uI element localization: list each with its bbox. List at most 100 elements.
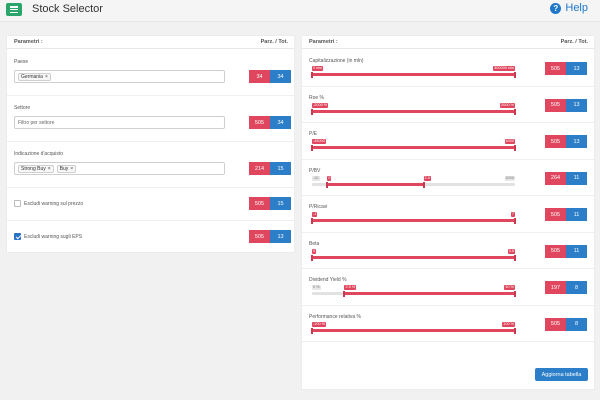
slider-handle-low[interactable] (311, 218, 313, 224)
partial-count: 505 (545, 135, 566, 148)
help-link[interactable]: ? Help (550, 2, 588, 14)
partial-count: 214 (249, 162, 270, 175)
slider-filter-row: Dividend Yield % 0 % 2.5 % 40 % 197 8 (302, 269, 594, 306)
slider-value-label: -10 (312, 175, 320, 181)
escludi-prezzo-checkbox[interactable] (14, 200, 21, 207)
param-header: Parametri : (14, 39, 43, 45)
slider-filter-row: Capitalizzazione (in mln) 0 mln 300000 mln… (302, 50, 594, 87)
partial-count: 197 (545, 281, 566, 294)
count-header: Parz. / Tot. (560, 39, 588, 45)
help-label: Help (565, 2, 588, 14)
filter-label: Dividend Yield % (309, 277, 347, 283)
slider-value-label: 40 % (504, 285, 515, 290)
slider-handle-high[interactable] (514, 291, 516, 297)
filter-counts: 505 13 (249, 230, 291, 243)
slider-handle-low[interactable] (311, 72, 313, 78)
slider-value-label: 0 (327, 175, 332, 181)
remove-tag-icon[interactable]: × (47, 165, 51, 172)
partial-count: 34 (249, 70, 270, 83)
slider-value-label: 0 (312, 248, 317, 254)
total-count: 13 (270, 230, 291, 243)
settore-filter-input[interactable]: Filtro per settore (14, 116, 225, 129)
slider-handle-high[interactable] (514, 254, 516, 261)
slider-handle-low[interactable] (326, 181, 329, 188)
range-slider[interactable]: -1 7 (311, 212, 516, 224)
range-slider[interactable]: -2000 % 2000 % (311, 102, 516, 115)
filter-row-indicazione: Indicazione d'acquisto Strong Buy × Buy … (7, 142, 294, 188)
slider-filter-row: P/Ricavi -1 7 505 11 (302, 196, 594, 233)
slider-value-label: -45000 (312, 139, 326, 144)
left-filter-panel: Parametri : Parz. / Tot. Paese Germania … (6, 35, 295, 253)
top-bar: Stock Selector ? Help (0, 0, 600, 22)
partial-count: 264 (545, 171, 566, 185)
slider-selected-range (312, 255, 515, 259)
slider-handle-high[interactable] (514, 108, 516, 115)
slider-handle-low[interactable] (311, 254, 313, 261)
filter-counts: 505 13 (545, 135, 587, 148)
range-slider[interactable]: -45000 4000 (311, 139, 516, 151)
partial-count: 505 (249, 116, 270, 129)
range-slider[interactable]: 0 % 2.5 % 40 % (312, 285, 516, 297)
range-slider[interactable]: -10 4000 0 2.5 (312, 175, 515, 188)
paese-multiselect[interactable]: Germania × (14, 70, 225, 83)
update-table-button[interactable]: Aggiorna tabella (535, 368, 588, 381)
filter-label: Performance relativa % (309, 313, 361, 320)
filter-counts: 197 8 (545, 281, 587, 294)
total-count: 13 (566, 135, 587, 148)
slider-value-label: 300000 mln (493, 66, 515, 71)
left-panel-header: Parametri : Parz. / Tot. (7, 36, 294, 49)
filter-counts: 34 34 (249, 70, 291, 83)
slider-handle-high[interactable] (514, 218, 516, 224)
selected-tag: Strong Buy × (18, 164, 54, 173)
settore-placeholder: Filtro per settore (18, 119, 55, 126)
total-count: 34 (270, 70, 291, 83)
right-panel-header: Parametri : Parz. / Tot. (302, 36, 594, 49)
slider-handle-low[interactable] (311, 327, 313, 334)
total-count: 34 (270, 116, 291, 129)
slider-handle-high[interactable] (514, 327, 516, 334)
partial-count: 505 (545, 317, 566, 331)
partial-count: 505 (545, 244, 566, 258)
count-header: Parz. / Tot. (260, 39, 288, 45)
total-count: 8 (566, 317, 587, 331)
slider-value-label: -1 (312, 212, 318, 217)
escludi-eps-checkbox[interactable] (14, 233, 21, 240)
slider-handle-high[interactable] (422, 181, 425, 188)
slider-handle-high[interactable] (514, 72, 516, 78)
slider-value-label: 7 (510, 212, 515, 217)
slider-value-label: 3.5 (507, 248, 515, 254)
slider-value-label: 0 % (312, 285, 321, 290)
range-slider[interactable]: 0 3.5 (311, 248, 516, 261)
slider-filter-row: Performance relativa % -100 % 100 % 505 8 (302, 306, 594, 342)
total-count: 11 (566, 171, 587, 185)
filter-label: Indicazione d'acquisto (14, 151, 64, 157)
filter-counts: 214 15 (249, 162, 291, 175)
filter-row-paese: Paese Germania × 34 34 (7, 50, 294, 96)
slider-handle-low[interactable] (311, 108, 313, 115)
slider-selected-range (312, 146, 515, 149)
slider-value-label: 4000 (504, 139, 515, 144)
slider-selected-range (312, 328, 515, 332)
range-slider[interactable]: 0 mln 300000 mln (311, 66, 516, 78)
slider-selected-range (327, 182, 424, 186)
remove-tag-icon[interactable]: × (44, 73, 48, 80)
remove-tag-icon[interactable]: × (70, 165, 74, 172)
question-circle-icon: ? (550, 2, 562, 14)
indicazione-multiselect[interactable]: Strong Buy × Buy × (14, 162, 225, 175)
total-count: 11 (566, 208, 587, 221)
slider-handle-low[interactable] (343, 291, 346, 297)
range-slider[interactable]: -100 % 100 % (311, 321, 516, 334)
slider-filter-row: Roe % -2000 % 2000 % 505 13 (302, 87, 594, 123)
filter-label: Settore (14, 105, 31, 111)
filter-row-escludi-prezzo: Escludi warning sul prezzo 505 15 (7, 188, 294, 221)
selected-tag: Buy × (56, 164, 77, 173)
slider-handle-high[interactable] (514, 145, 516, 151)
filter-label: P/E (309, 131, 318, 137)
filter-row-settore: Settore Filtro per settore 505 34 (7, 96, 294, 142)
slider-value-label: 0 mln (312, 66, 324, 71)
partial-count: 505 (545, 208, 566, 221)
slider-handle-low[interactable] (311, 145, 313, 151)
menu-button[interactable] (6, 3, 22, 16)
slider-filter-row: Beta 0 3.5 505 11 (302, 233, 594, 269)
filter-counts: 505 11 (545, 208, 587, 221)
